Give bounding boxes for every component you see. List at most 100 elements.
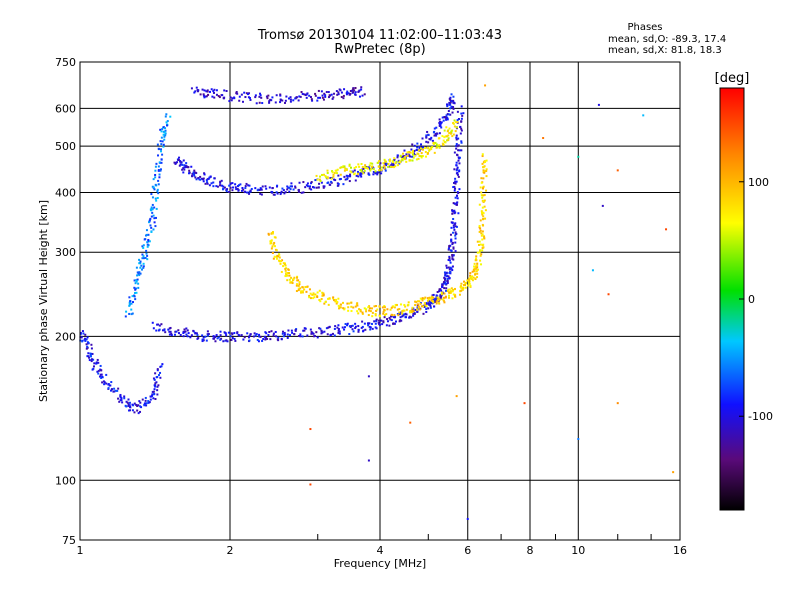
data-point — [325, 327, 328, 330]
data-point — [87, 342, 90, 345]
data-point — [128, 304, 131, 307]
data-point — [404, 155, 407, 158]
data-point — [148, 219, 151, 222]
data-point — [231, 189, 234, 192]
data-point — [126, 401, 129, 404]
data-point — [390, 315, 393, 318]
data-point — [151, 203, 154, 206]
data-point — [275, 191, 278, 194]
data-point — [333, 172, 336, 175]
data-point — [280, 190, 283, 193]
data-point — [287, 97, 290, 100]
data-point — [316, 294, 319, 297]
data-point — [143, 404, 146, 407]
data-point — [156, 376, 159, 379]
data-point — [192, 329, 195, 332]
data-point — [456, 197, 459, 200]
data-point — [225, 190, 228, 193]
data-point — [424, 155, 427, 158]
data-point — [282, 189, 285, 192]
data-point — [85, 347, 88, 350]
data-point — [432, 301, 435, 304]
data-point — [450, 130, 453, 133]
data-point — [270, 99, 273, 102]
data-point — [476, 240, 479, 243]
data-point — [186, 329, 189, 332]
data-point — [248, 335, 251, 338]
data-point — [151, 211, 154, 214]
data-point — [452, 246, 455, 249]
data-point — [460, 120, 463, 123]
data-point — [453, 185, 456, 188]
data-point — [137, 404, 140, 407]
data-point — [369, 326, 372, 329]
data-point — [204, 335, 207, 338]
data-point — [448, 97, 451, 100]
data-point — [330, 177, 333, 180]
data-point — [139, 405, 142, 408]
data-point — [454, 222, 457, 225]
data-point — [206, 181, 209, 184]
data-point — [156, 393, 159, 396]
data-point — [194, 90, 197, 93]
data-point — [483, 194, 486, 197]
data-point — [374, 322, 377, 325]
data-point — [225, 339, 228, 342]
data-point — [159, 140, 162, 143]
data-point — [414, 300, 417, 303]
data-point — [460, 117, 463, 120]
data-point — [156, 143, 159, 146]
data-point — [388, 165, 391, 168]
data-point — [120, 399, 123, 402]
data-point — [168, 327, 171, 330]
data-point — [339, 177, 342, 180]
data-point — [175, 161, 178, 164]
data-point — [394, 165, 397, 168]
data-point — [414, 308, 417, 311]
data-point — [230, 338, 233, 341]
data-point — [403, 303, 406, 306]
data-point — [297, 99, 300, 102]
data-point — [190, 334, 193, 337]
data-point — [476, 262, 479, 265]
data-point — [427, 298, 430, 301]
data-point — [196, 334, 199, 337]
data-point — [187, 332, 190, 335]
data-point — [367, 459, 370, 462]
data-point — [404, 305, 407, 308]
data-point — [222, 340, 225, 343]
data-point — [286, 333, 289, 336]
data-point — [460, 105, 463, 108]
data-point — [282, 262, 285, 265]
data-point — [179, 333, 182, 336]
data-point — [411, 309, 414, 312]
data-point — [133, 411, 136, 414]
data-point — [399, 316, 402, 319]
data-point — [300, 290, 303, 293]
data-point — [479, 243, 482, 246]
data-point — [455, 161, 458, 164]
data-point — [337, 93, 340, 96]
data-point — [342, 94, 345, 97]
data-point — [383, 165, 386, 168]
data-point — [358, 95, 361, 98]
data-point — [453, 202, 456, 205]
data-point — [372, 173, 375, 176]
data-point — [241, 186, 244, 189]
data-point — [348, 302, 351, 305]
data-point — [436, 132, 439, 135]
data-point — [308, 288, 311, 291]
data-point — [430, 148, 433, 151]
data-point — [335, 90, 338, 93]
data-point — [330, 333, 333, 336]
data-point — [134, 298, 137, 301]
data-point — [398, 160, 401, 163]
data-point — [437, 301, 440, 304]
data-point — [234, 339, 237, 342]
data-point — [473, 265, 476, 268]
data-point — [158, 328, 161, 331]
data-point — [290, 182, 293, 185]
data-point — [355, 174, 358, 177]
data-point — [152, 228, 155, 231]
data-point — [385, 324, 388, 327]
